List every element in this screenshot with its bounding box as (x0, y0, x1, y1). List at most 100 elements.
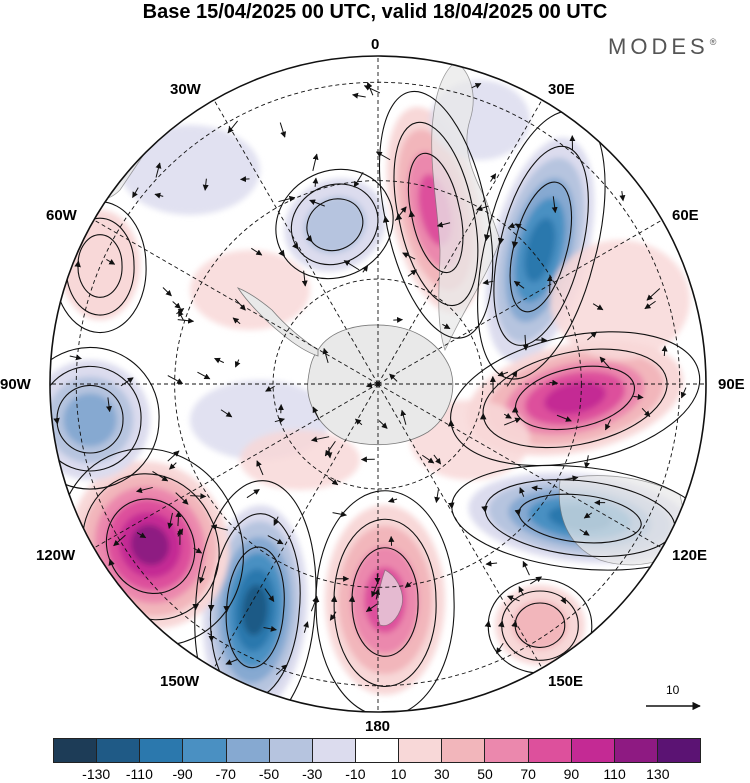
wind-arrow (579, 529, 590, 536)
map-boundary (49, 55, 707, 713)
colorbar-swatch (312, 739, 356, 762)
wind-arrow (324, 440, 336, 457)
wind-arrow (120, 377, 134, 387)
wind-arrow (256, 460, 264, 476)
weak-anomaly (190, 250, 310, 330)
longitude-label-90e: 90E (718, 376, 745, 393)
wind-arrow (404, 581, 412, 588)
wind-arrow (175, 510, 182, 527)
wind-arrow (530, 576, 543, 585)
wind-arrow (641, 407, 651, 417)
colorbar-tick-label: 90 (563, 766, 580, 782)
colorbar-swatch (140, 739, 184, 762)
wind-arrow (680, 387, 687, 399)
wind-arrow (132, 187, 139, 199)
streamlines (50, 81, 706, 712)
streamline (330, 518, 437, 688)
colorbar-tick-label: 70 (520, 766, 536, 782)
longitude-label-120e: 120E (672, 547, 708, 564)
wind-arrow (176, 308, 185, 315)
wind-arrow (584, 455, 590, 469)
longitude-label-0: 0 (371, 36, 380, 53)
wind-arrow (310, 596, 318, 612)
wind-arrow (154, 192, 164, 199)
colorbar-tick-label: -10 (345, 766, 366, 782)
streamline (447, 331, 701, 467)
wind-arrow (193, 547, 203, 554)
wind-arrow (202, 178, 209, 191)
wind-arrow (442, 323, 451, 330)
modes-logo: MODES® (608, 34, 717, 59)
weak-anomaly (550, 240, 690, 360)
wind-arrow (394, 206, 407, 221)
vector-reference-label: 10 (666, 683, 680, 697)
antarctic-peninsula (236, 287, 319, 357)
wind-arrow (506, 370, 518, 387)
streamline (50, 365, 142, 472)
longitude-label-180: 180 (365, 718, 391, 735)
anomaly-contour (303, 196, 367, 254)
meridian (377, 383, 663, 549)
streamline (305, 198, 364, 252)
wind-arrow (69, 354, 82, 361)
new-zealand (377, 569, 403, 627)
wind-arrow (644, 300, 656, 310)
wind-arrow (519, 487, 525, 497)
wind-arrow (169, 462, 177, 470)
colorbar-ticks: -130 -110 -90 -70 -50 -30 -10 10 30 50 70 90 110 130 (0, 766, 750, 783)
wind-arrow (646, 288, 661, 301)
wind-arrow (583, 512, 593, 519)
latitude-circle (272, 278, 484, 490)
streamline (74, 234, 123, 298)
wind-arrow (507, 595, 520, 602)
colorbar-swatch (269, 739, 313, 762)
wind-arrow (301, 270, 308, 287)
wind-arrow (592, 303, 604, 311)
streamline (290, 183, 379, 266)
colorbar-swatch (97, 739, 141, 762)
meridian (377, 99, 543, 385)
wind-arrow (214, 357, 225, 364)
wind-arrow (273, 516, 280, 526)
wind-arrow (619, 190, 626, 202)
wind-arrow (508, 222, 518, 229)
streamline (509, 181, 573, 313)
colorbar-swatch (355, 739, 400, 762)
polar-map (49, 55, 707, 713)
wind-arrow (365, 382, 375, 388)
wind-arrow (322, 347, 329, 364)
wind-arrow (275, 664, 288, 675)
wind-arrow (378, 420, 388, 429)
wind-arrow (388, 497, 398, 503)
wind-arrow (513, 280, 525, 289)
colorbar-tick-label: -30 (302, 766, 323, 782)
wind-arrow (172, 301, 181, 309)
meridian (377, 219, 663, 385)
wind-arrow (279, 122, 287, 138)
wind-arrow (353, 171, 364, 188)
wind-arrow (375, 151, 391, 161)
wind-arrow (551, 196, 558, 214)
colorbar-swatch (399, 739, 443, 762)
wind-arrow (402, 252, 416, 260)
streamline (105, 498, 196, 594)
streamline (514, 493, 642, 544)
colorbar (53, 738, 701, 763)
wind-arrow (311, 436, 330, 443)
wind-arrow (197, 371, 211, 380)
anomaly-contour (512, 600, 568, 650)
wind-arrow (407, 269, 417, 277)
anomaly-contour (524, 217, 556, 283)
longitude-label-60e: 60E (672, 207, 699, 224)
wind-arrow (599, 356, 612, 370)
colorbar-tick-label: 110 (603, 766, 626, 782)
wind-arrow (225, 658, 239, 665)
wind-arrow (476, 205, 489, 212)
anomaly-contour (242, 584, 268, 636)
wind-arrow (232, 317, 241, 325)
map-title: Base 15/04/2025 00 UTC, valid 18/04/2025… (142, 1, 608, 23)
wind-arrow (278, 195, 296, 203)
wind-arrow (605, 419, 612, 431)
wind-arrow (485, 560, 498, 567)
wind-arrow (199, 566, 207, 584)
